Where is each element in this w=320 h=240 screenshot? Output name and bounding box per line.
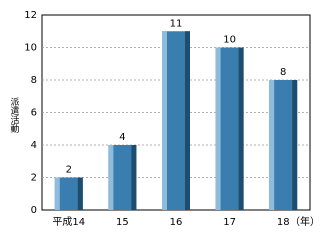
bar-face (238, 47, 244, 210)
bar-face (54, 177, 60, 210)
y-axis-label: 派遣活動 (9, 97, 20, 134)
bar (215, 47, 244, 210)
chart: 派遣活動 （年） 0 2 4 6 8 10 12 平成14 2 15 4 16 11 17 10 18 8 (9, 10, 317, 228)
x-tick-label: 平成14 (52, 216, 85, 228)
value-label: 10 (223, 35, 236, 46)
bar-face (131, 145, 137, 210)
y-tick-label: 12 (24, 10, 37, 21)
bar-face (108, 145, 114, 210)
bar (162, 31, 190, 210)
x-unit-label: （年） (290, 215, 316, 228)
bar (108, 145, 137, 210)
bar-face (215, 47, 221, 210)
y-tick-label: 2 (31, 173, 37, 184)
x-tick-label: 17 (223, 217, 236, 228)
value-label: 8 (280, 67, 286, 78)
bar-face (269, 80, 275, 210)
bar-face (292, 80, 298, 210)
x-tick-label: 18 (277, 217, 290, 228)
bar (54, 177, 83, 210)
value-label: 11 (170, 18, 183, 29)
y-tick-label: 6 (31, 108, 37, 119)
bar-face (185, 31, 190, 210)
y-tick-label: 10 (24, 43, 37, 54)
y-tick-label: 4 (31, 140, 37, 151)
value-label: 4 (119, 132, 125, 143)
x-tick-label: 16 (170, 217, 183, 228)
y-tick-label: 0 (31, 205, 37, 216)
y-tick-label: 8 (31, 75, 37, 86)
bar-face (162, 31, 167, 210)
bar (269, 80, 298, 210)
x-tick-label: 15 (116, 217, 129, 228)
value-label: 2 (66, 165, 72, 176)
bar-face (77, 177, 83, 210)
